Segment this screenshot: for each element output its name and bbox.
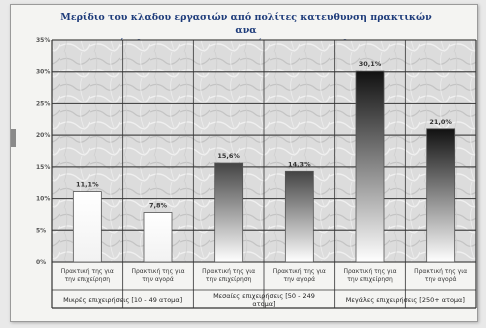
data-label: 11,1% <box>76 181 99 189</box>
bars: 11,1% 7,8% 15,6% 14,3% 30,1% 21,0% <box>72 60 456 263</box>
y-tick-label: 30% <box>36 69 50 76</box>
group-label: Μεσαίες επιχειρήσεις [50 - 249 <box>213 292 315 300</box>
category-label: Πρακτική της για <box>202 268 255 275</box>
category-label: Πρακτική της για <box>273 268 326 275</box>
y-tick-label: 5% <box>36 227 46 234</box>
group-label: Μεγάλες επιχειρήσεις [250+ ατομα] <box>346 296 465 304</box>
bar <box>72 191 102 263</box>
bar <box>214 162 244 263</box>
bar <box>143 212 173 263</box>
category-label: την επιχείρηση <box>206 276 252 283</box>
category-label: Πρακτική της για <box>61 268 114 275</box>
data-label: 7,8% <box>149 202 168 210</box>
category-label: την επιχείρηση <box>347 276 393 283</box>
y-tick-label: 35% <box>36 37 50 44</box>
bar <box>284 170 314 263</box>
y-tick-label: 25% <box>36 100 50 107</box>
gridlines <box>51 39 477 309</box>
bar <box>355 70 385 263</box>
category-label: την αγορά <box>425 276 457 283</box>
bar <box>426 128 456 263</box>
data-label: 15,6% <box>217 152 240 160</box>
y-tick-label: 0% <box>36 259 46 266</box>
category-label: Πρακτική της για <box>131 268 184 275</box>
data-label: 14,3% <box>288 160 311 168</box>
group-label: ατομα] <box>252 300 275 308</box>
side-tab <box>11 129 16 147</box>
category-label: Πρακτική της για <box>343 268 396 275</box>
y-tick-label: 10% <box>36 196 50 203</box>
chart-title-line-1: Μερίδιο του κλαδου εργασιών από πολίτες … <box>60 12 432 36</box>
category-label: Πρακτική της για <box>414 268 467 275</box>
y-tick-label: 15% <box>36 164 50 171</box>
category-label: την αγορά <box>284 276 316 283</box>
y-tick-label: 20% <box>36 132 50 139</box>
category-label: την επιχείρηση <box>65 276 111 283</box>
y-axis-ticks: 0% 5% 10% 15% 20% 25% 30% 35% <box>36 37 50 266</box>
data-label: 21,0% <box>429 118 452 126</box>
data-label: 30,1% <box>359 60 382 68</box>
group-label: Μικρές επιχειρήσεις [10 - 49 ατομα] <box>63 296 182 304</box>
category-label: την αγορά <box>142 276 174 283</box>
